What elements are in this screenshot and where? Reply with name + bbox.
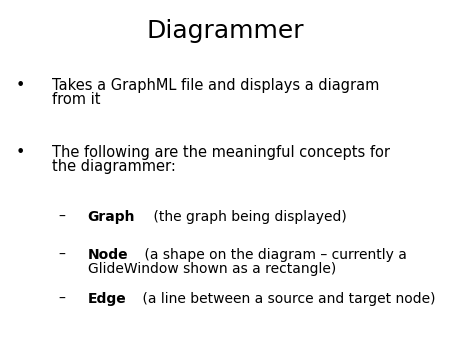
Text: the diagrammer:: the diagrammer: — [52, 159, 176, 174]
Text: –: – — [58, 248, 65, 262]
Text: •: • — [15, 145, 25, 160]
Text: –: – — [58, 292, 65, 306]
Text: from it: from it — [52, 92, 100, 107]
Text: –: – — [58, 210, 65, 224]
Text: Edge: Edge — [88, 292, 126, 306]
Text: (a line between a source and target node): (a line between a source and target node… — [138, 292, 435, 306]
Text: Graph: Graph — [88, 210, 135, 224]
Text: (the graph being displayed): (the graph being displayed) — [149, 210, 347, 224]
Text: GlideWindow shown as a rectangle): GlideWindow shown as a rectangle) — [88, 262, 336, 275]
Text: Node: Node — [88, 248, 128, 262]
Text: Diagrammer: Diagrammer — [146, 19, 304, 43]
Text: The following are the meaningful concepts for: The following are the meaningful concept… — [52, 145, 390, 160]
Text: (a shape on the diagram – currently a: (a shape on the diagram – currently a — [140, 248, 407, 262]
Text: Takes a GraphML file and displays a diagram: Takes a GraphML file and displays a diag… — [52, 78, 379, 93]
Text: •: • — [15, 78, 25, 93]
